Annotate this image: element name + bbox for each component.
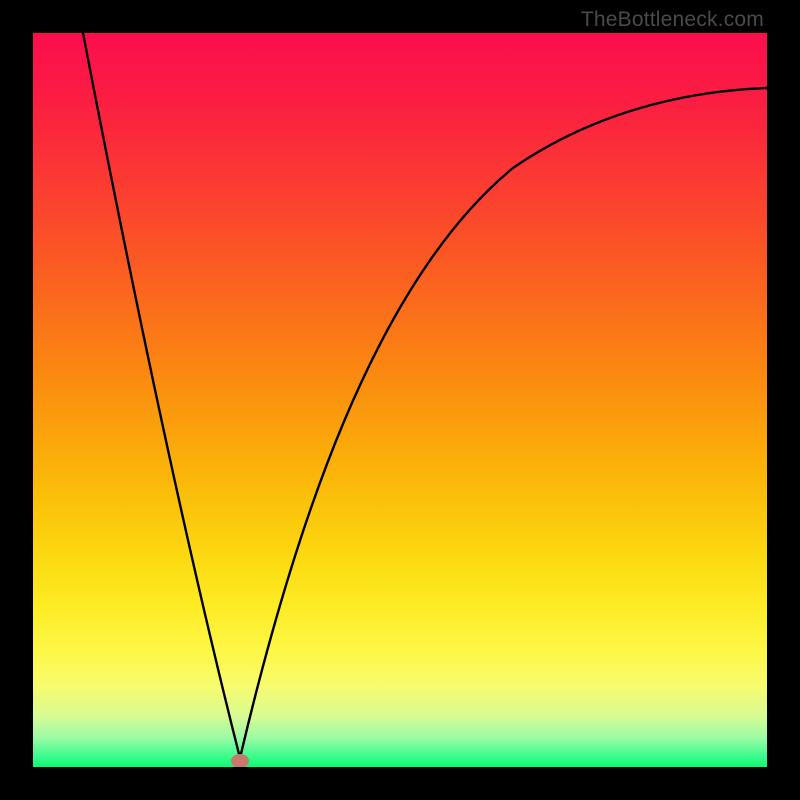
watermark-text: TheBottleneck.com [581,8,764,32]
bottleneck-curve [33,33,767,767]
plot-area [33,33,767,767]
vertex-marker [231,754,249,767]
